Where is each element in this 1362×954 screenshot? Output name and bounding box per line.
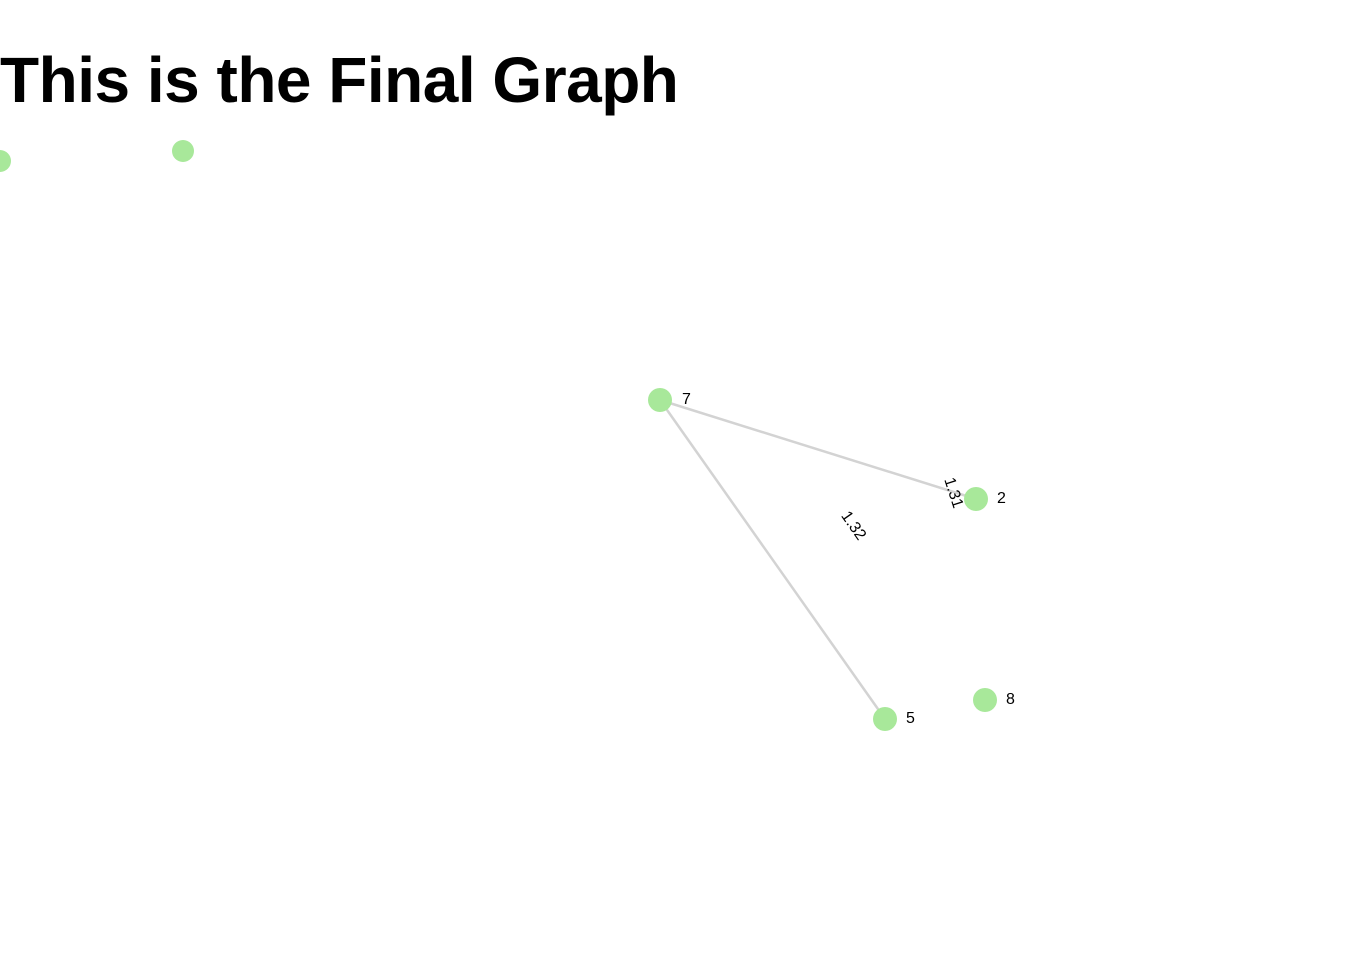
edge-label-7-2: 1.31: [940, 475, 966, 510]
node-8-label: 8: [1006, 691, 1015, 708]
node-7-label: 7: [682, 391, 691, 408]
edge-label-7-5: 1.32: [837, 508, 869, 543]
node-2-circle[interactable]: [964, 487, 988, 511]
node-7[interactable]: 7: [648, 388, 691, 412]
node-5[interactable]: 5: [873, 707, 915, 731]
partial-node: [172, 140, 194, 162]
edge-7-5: [658, 399, 887, 720]
node-5-circle[interactable]: [873, 707, 897, 731]
node-2-label: 2: [997, 490, 1006, 507]
page-title: This is the Final Graph: [0, 44, 679, 116]
node-8[interactable]: 8: [973, 688, 1015, 712]
edge-7-2: [659, 398, 977, 501]
node-2[interactable]: 2: [964, 487, 1006, 511]
node-8-circle[interactable]: [973, 688, 997, 712]
node-5-label: 5: [906, 710, 915, 727]
node-7-circle[interactable]: [648, 388, 672, 412]
partial-node: [0, 150, 11, 172]
